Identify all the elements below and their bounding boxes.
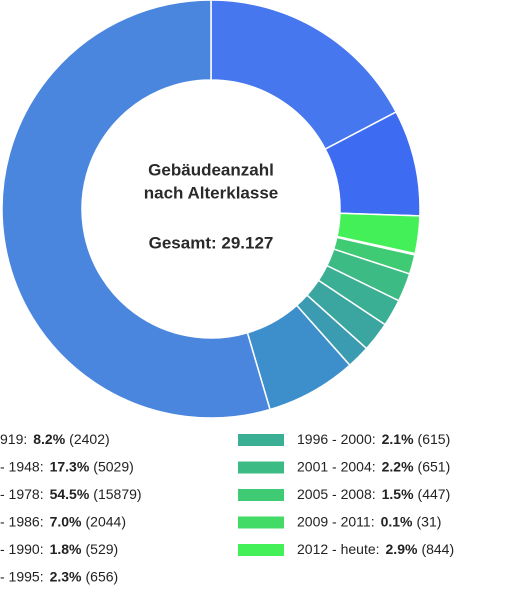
legend-percent: 1.8% <box>50 541 82 557</box>
donut-segment <box>1 0 271 419</box>
legend-percent: 54.5% <box>50 486 90 502</box>
legend-label: 2001 - 2004: 2.2% (651) <box>297 458 450 474</box>
legend-label: 1996 - 2000: 2.1% (615) <box>297 431 450 447</box>
legend-count: (447) <box>418 486 451 502</box>
legend-label: - 1948: 17.3% (5029) <box>0 458 134 474</box>
legend-count: (2044) <box>86 513 126 529</box>
legend-name: 2005 - 2008: <box>297 486 376 502</box>
legend-percent: 8.2% <box>33 431 65 447</box>
legend-count: (5029) <box>93 458 133 474</box>
legend-swatch <box>238 516 284 529</box>
legend-label: - 1978: 54.5% (15879) <box>0 486 142 502</box>
total-label: Gesamt: 29.127 <box>149 233 274 252</box>
legend-percent: 2.3% <box>50 568 82 584</box>
legend-percent: 2.9% <box>386 541 418 557</box>
legend-name: - 1990: <box>0 541 44 557</box>
legend-percent: 7.0% <box>50 513 82 529</box>
legend-percent: 2.1% <box>382 431 414 447</box>
legend-swatch <box>238 434 284 446</box>
legend-name: 2001 - 2004: <box>297 458 376 474</box>
legend: - 1948: 17.3% (5029) 919: 8.2% (2402) 2012 - h… <box>0 431 454 585</box>
legend-name: 2009 - 2011: <box>297 513 375 529</box>
legend-name: - 1978: <box>0 486 44 502</box>
legend-name: - 1948: <box>0 458 44 474</box>
legend-swatch <box>238 544 284 556</box>
legend-count: (656) <box>86 568 119 584</box>
legend-percent: 2.2% <box>382 458 414 474</box>
legend-label: 919: 8.2% (2402) <box>0 431 110 447</box>
legend-count: (2402) <box>69 431 109 447</box>
legend-count: (615) <box>418 431 451 447</box>
legend-swatch <box>238 461 284 474</box>
legend-name: 1996 - 2000: <box>297 431 376 447</box>
legend-percent: 17.3% <box>50 458 90 474</box>
legend-name: - 1986: <box>0 513 44 529</box>
legend-label: 2012 - heute: 2.9% (844) <box>297 541 454 557</box>
legend-label: 2005 - 2008: 1.5% (447) <box>297 486 450 502</box>
legend-count: (529) <box>86 541 119 557</box>
legend-percent: 1.5% <box>382 486 414 502</box>
legend-name: - 1995: <box>0 568 44 584</box>
legend-count: (844) <box>421 541 454 557</box>
legend-swatch <box>238 489 284 501</box>
legend-name: 919: <box>0 431 27 447</box>
legend-label: 2009 - 2011: 0.1% (31) <box>297 513 441 529</box>
legend-percent: 0.1% <box>381 513 413 529</box>
legend-label: - 1986: 7.0% (2044) <box>0 513 126 529</box>
legend-label: - 1990: 1.8% (529) <box>0 541 118 557</box>
legend-name: 2012 - heute: <box>297 541 380 557</box>
center-title: nach Alterklasse <box>144 183 279 202</box>
legend-count: (31) <box>417 513 442 529</box>
donut <box>1 0 421 419</box>
legend-label: - 1995: 2.3% (656) <box>0 568 118 584</box>
legend-count: (15879) <box>93 486 141 502</box>
legend-count: (651) <box>418 458 451 474</box>
center-title: Gebäudeanzahl <box>148 160 274 179</box>
